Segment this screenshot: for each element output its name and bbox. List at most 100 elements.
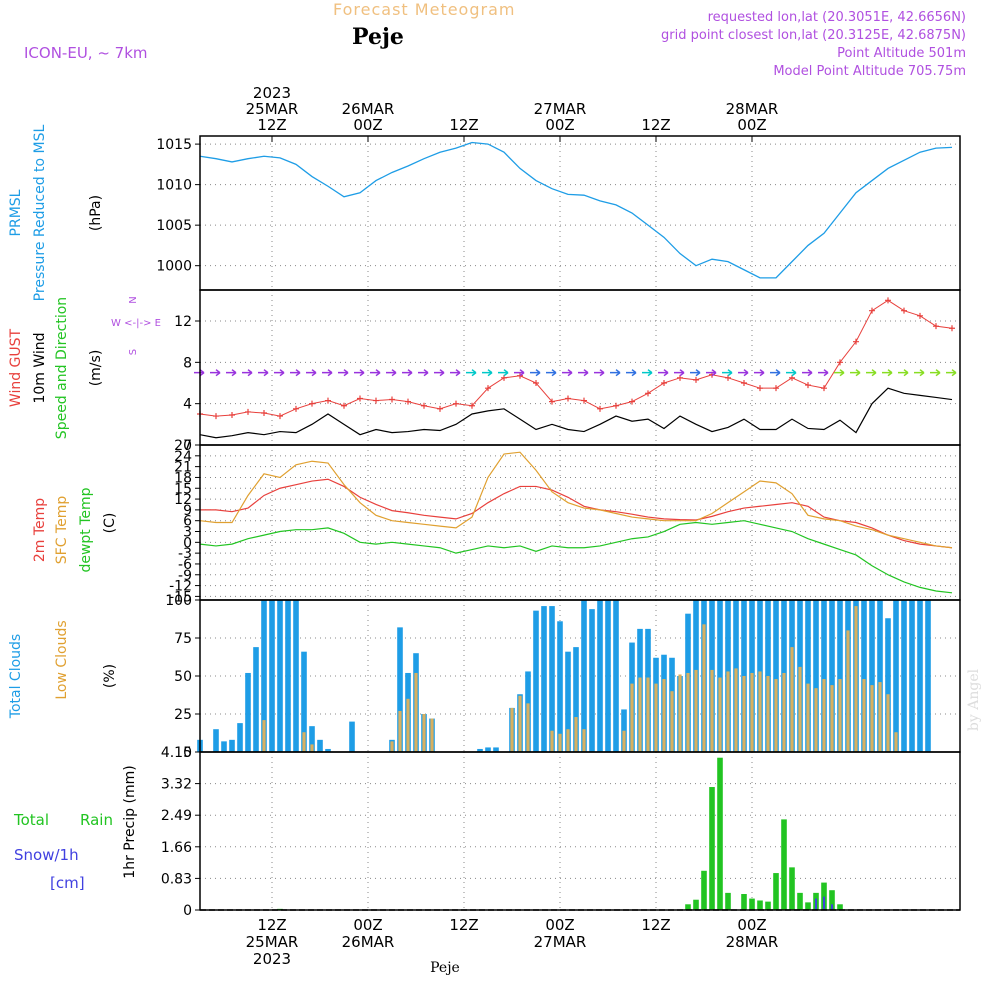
gust-marker (629, 398, 635, 405)
precip-tick-label: 0.83 (161, 871, 192, 887)
wind-direction-arrow (786, 369, 797, 377)
wind-direction-arrow (434, 369, 445, 377)
gust-marker (773, 385, 779, 392)
wind-direction-arrow (466, 369, 477, 377)
low-cloud-bar (422, 714, 426, 752)
wind-speed-line (199, 387, 953, 439)
wind-direction-arrow (898, 369, 909, 377)
temperature-tick-label: -9 (178, 568, 192, 584)
total-cloud-bar (301, 651, 307, 752)
wind-direction-arrow (562, 369, 573, 377)
temperature-tick-label: -12 (169, 579, 192, 595)
gust-marker (885, 297, 891, 304)
total-cloud-bar (397, 627, 403, 752)
gridpoint-coords: grid point closest lon,lat (20.3125E, 42… (661, 28, 966, 43)
gust-marker (373, 397, 379, 404)
total-cloud-bar (533, 610, 539, 752)
total-cloud-bar (229, 739, 235, 752)
wind-label-gust: Wind GUST (8, 328, 24, 407)
low-cloud-bar (726, 671, 730, 752)
gust-marker (421, 402, 427, 409)
gust-marker (853, 338, 859, 345)
temp-label-sfc: SFC Temp (54, 496, 70, 565)
gust-marker (437, 405, 443, 412)
wind-direction-arrow (658, 369, 669, 377)
rain-bar (781, 819, 787, 910)
top-time-label: 00Z (737, 116, 766, 134)
wind-direction-arrow (626, 369, 637, 377)
wind-direction-arrow (738, 369, 749, 377)
total-cloud-bar (901, 600, 907, 752)
total-cloud-bar (485, 747, 491, 752)
gust-marker (325, 397, 331, 404)
compass-west-east: W <-|-> E (111, 318, 161, 329)
precip-tick-label: 1.66 (161, 840, 192, 856)
total-cloud-bar (277, 600, 283, 752)
low-cloud-bar (838, 679, 842, 752)
rain-bar (805, 902, 811, 910)
clouds-tick-label: 50 (174, 669, 192, 685)
temperature-tick-label: 12 (174, 492, 192, 508)
low-cloud-bar (790, 647, 794, 752)
pressure-tick-label: 1005 (156, 218, 192, 234)
panel-frame (199, 135, 961, 291)
wind-direction-arrow (578, 369, 589, 377)
low-cloud-bar (558, 733, 562, 752)
low-cloud-bar (870, 685, 874, 752)
wind-direction-arrow (530, 369, 541, 377)
bottom-time-label: 28MAR (726, 933, 779, 951)
gust-marker (485, 385, 491, 392)
top-time-label: 12Z (641, 116, 670, 134)
total-cloud-bar (565, 651, 571, 752)
wind-direction-arrow (914, 369, 925, 377)
temperature-tick-label: -3 (178, 546, 192, 562)
gust-line (199, 299, 953, 417)
low-cloud-bar (742, 676, 746, 752)
gust-marker (469, 402, 475, 409)
total-cloud-bar (253, 647, 259, 752)
bottom-time-label: 12Z (257, 916, 286, 934)
temperature-tick-label: 6 (183, 514, 192, 530)
temperature-tick-label: 27 (174, 438, 192, 454)
requested-coords: requested lon,lat (20.3051E, 42.6656N) (707, 10, 966, 25)
rain-bar (837, 904, 843, 910)
total-cloud-bar (541, 606, 547, 752)
total-cloud-bar (557, 621, 563, 752)
clouds-tick-label: 100 (165, 593, 192, 609)
total-cloud-bar (813, 600, 819, 752)
gust-marker (917, 312, 923, 319)
precip-label-snow: Snow/1h (14, 846, 79, 864)
low-cloud-bar (662, 679, 666, 752)
gust-marker (933, 323, 939, 330)
top-time-label: 26MAR (342, 100, 395, 118)
total-cloud-bar (325, 748, 331, 752)
temperature-tick-label: 21 (174, 460, 192, 476)
total-cloud-bar (861, 600, 867, 752)
precip-unit: 1hr Precip (mm) (122, 765, 138, 878)
total-cloud-bar (821, 600, 827, 752)
gust-marker (645, 390, 651, 397)
total-cloud-bar (261, 600, 267, 752)
clouds-tick-label: 25 (174, 707, 192, 723)
wind-unit: (m/s) (88, 350, 104, 387)
temp-unit: (C) (102, 513, 118, 534)
wind-direction-arrow (690, 369, 701, 377)
low-cloud-bar (854, 606, 858, 752)
low-cloud-bar (646, 677, 650, 752)
low-cloud-bar (822, 679, 826, 752)
bottom-time-label: 25MAR (246, 933, 299, 951)
gust-marker (341, 402, 347, 409)
gust-marker (549, 398, 555, 405)
total-cloud-bar (597, 600, 603, 752)
wind-direction-arrow (770, 369, 781, 377)
total-cloud-bar (221, 741, 227, 752)
low-cloud-bar (750, 672, 754, 752)
low-cloud-bar (430, 718, 434, 752)
gust-marker (405, 398, 411, 405)
bottom-time-label: 26MAR (342, 933, 395, 951)
low-cloud-bar (678, 674, 682, 752)
precip-label-cm: [cm] (50, 874, 85, 892)
total-cloud-bar (589, 609, 595, 752)
wind-label-speed-dir: Speed and Direction (54, 297, 70, 439)
